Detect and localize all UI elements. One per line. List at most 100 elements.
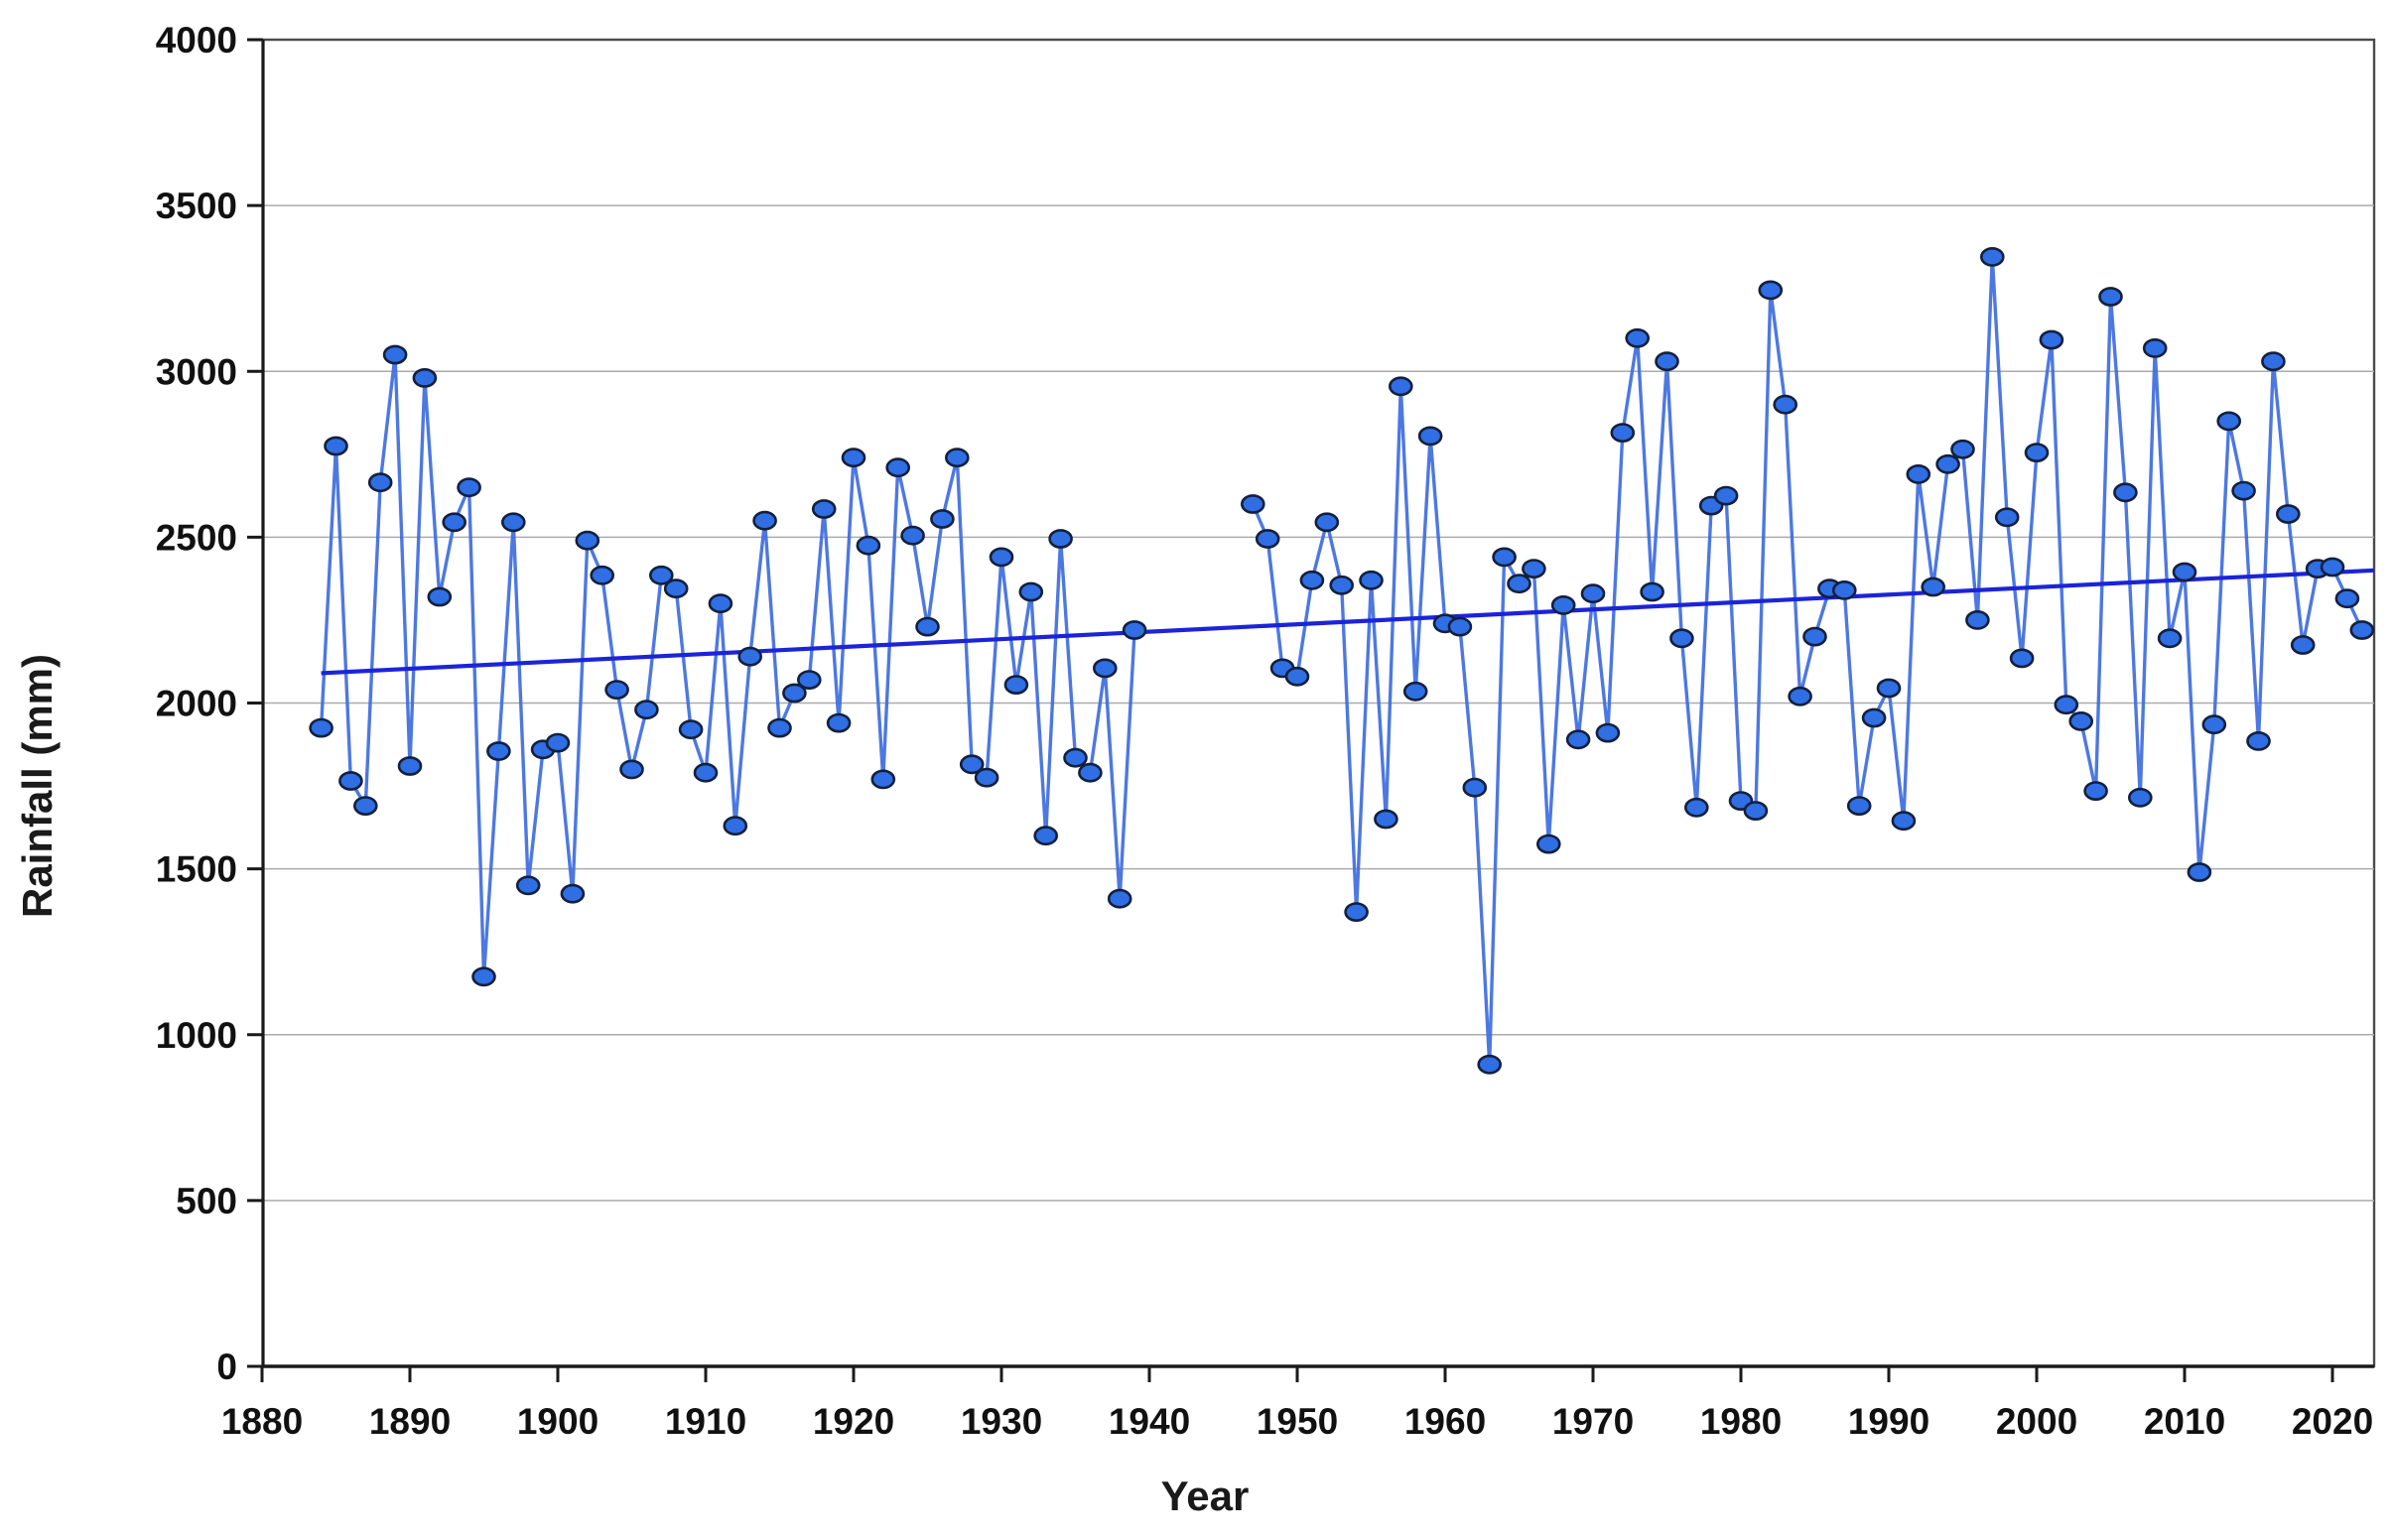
data-point-1934: [1048, 529, 1073, 549]
data-point-1975: [1655, 351, 1679, 372]
data-point-1910: [693, 762, 719, 783]
data-point-1885: [324, 436, 348, 456]
data-point-1891: [412, 367, 438, 388]
data-point-1907: [648, 565, 674, 585]
data-point-1988: [1846, 796, 1872, 817]
data-point-2005: [2098, 287, 2123, 307]
data-point-1894: [457, 477, 481, 498]
data-point-1938: [1107, 888, 1132, 909]
data-point-1991: [1891, 811, 1917, 832]
data-point-1982: [1758, 280, 1784, 301]
data-point-1930: [989, 547, 1014, 568]
data-point-1977: [1684, 797, 1709, 818]
data-point-1998: [1994, 507, 2020, 528]
data-point-2000: [2024, 443, 2050, 463]
x-tick-label-2010: 2010: [2144, 1401, 2225, 1442]
x-tick-label-1960: 1960: [1404, 1401, 1486, 1442]
data-point-1916: [782, 683, 807, 704]
data-point-1895: [471, 966, 496, 987]
data-point-1908: [663, 578, 689, 599]
data-point-2011: [2187, 862, 2212, 882]
x-tick-label-1880: 1880: [221, 1401, 303, 1442]
data-point-1996: [1965, 610, 1990, 630]
data-point-1961: [1447, 616, 1473, 637]
x-axis-title: Year: [1160, 1473, 1250, 1519]
data-point-1973: [1625, 327, 1650, 348]
data-point-2010: [2172, 562, 2197, 582]
x-tick-label-2000: 2000: [1996, 1401, 2077, 1442]
data-point-1937: [1093, 658, 1118, 679]
data-point-2008: [2142, 337, 2168, 358]
y-tick-label-2500: 2500: [156, 517, 237, 558]
data-point-1914: [752, 510, 777, 531]
data-point-1917: [796, 670, 822, 691]
data-point-1970: [1580, 583, 1606, 604]
data-point-1900: [545, 732, 571, 753]
x-tick-label-1980: 1980: [1700, 1401, 1782, 1442]
data-point-1884: [309, 717, 333, 738]
data-point-1928: [959, 754, 985, 775]
data-point-2020: [2320, 557, 2345, 578]
data-point-2003: [2068, 711, 2093, 731]
data-point-1933: [1033, 826, 1058, 846]
data-point-1926: [930, 509, 955, 529]
data-point-2018: [2290, 635, 2316, 655]
x-tick-label-2020: 2020: [2292, 1401, 2373, 1442]
data-point-1915: [767, 717, 792, 738]
data-point-1919: [826, 712, 852, 733]
data-point-1950: [1284, 666, 1310, 687]
data-point-1890: [397, 756, 423, 776]
data-point-1963: [1477, 1054, 1502, 1075]
data-point-1985: [1802, 626, 1827, 647]
data-point-1994: [1935, 453, 1960, 474]
data-point-1984: [1788, 686, 1812, 706]
data-point-1925: [915, 616, 940, 637]
x-tick-label-1910: 1910: [665, 1401, 746, 1442]
data-point-1912: [723, 816, 748, 836]
data-point-2009: [2157, 628, 2183, 649]
x-tick-label-1940: 1940: [1109, 1401, 1190, 1442]
y-tick-label-1000: 1000: [156, 1015, 237, 1056]
data-point-1983: [1773, 394, 1797, 415]
y-tick-label-3500: 3500: [156, 186, 237, 226]
data-point-1922: [870, 769, 896, 790]
data-point-1993: [1921, 577, 1945, 597]
data-point-1976: [1669, 628, 1694, 649]
data-point-1962: [1462, 777, 1488, 798]
x-tick-label-1890: 1890: [369, 1401, 451, 1442]
data-point-1952: [1314, 512, 1340, 533]
data-point-1927: [944, 448, 970, 468]
data-point-1947: [1241, 494, 1265, 514]
x-tick-label-1920: 1920: [813, 1401, 894, 1442]
data-point-1974: [1640, 581, 1664, 602]
data-point-2007: [2128, 787, 2153, 808]
data-point-1989: [1861, 707, 1887, 728]
trend-line: [321, 568, 2374, 676]
data-point-1957: [1389, 376, 1413, 397]
data-point-1954: [1344, 902, 1369, 923]
data-point-1990: [1876, 678, 1902, 699]
data-point-1888: [367, 472, 393, 493]
x-tick-label-1900: 1900: [517, 1401, 598, 1442]
data-point-2014: [2231, 480, 2256, 501]
data-point-1887: [352, 796, 378, 817]
data-point-1953: [1329, 575, 1354, 595]
data-point-1921: [856, 535, 881, 556]
data-point-1893: [442, 512, 467, 533]
data-point-2012: [2201, 714, 2227, 735]
annual-rainfall-post-war-line: [1251, 255, 2364, 1067]
data-point-1987: [1832, 580, 1857, 600]
data-point-1951: [1299, 570, 1325, 590]
data-point-2016: [2261, 351, 2286, 372]
y-tick-label-3000: 3000: [156, 351, 237, 392]
data-point-1936: [1078, 762, 1103, 783]
data-point-1911: [708, 593, 733, 614]
data-point-1995: [1950, 439, 1975, 459]
data-point-1939: [1122, 620, 1147, 640]
data-point-1981: [1743, 801, 1769, 822]
data-point-1965: [1507, 574, 1531, 594]
data-point-1958: [1402, 681, 1428, 702]
data-point-1972: [1610, 423, 1636, 444]
